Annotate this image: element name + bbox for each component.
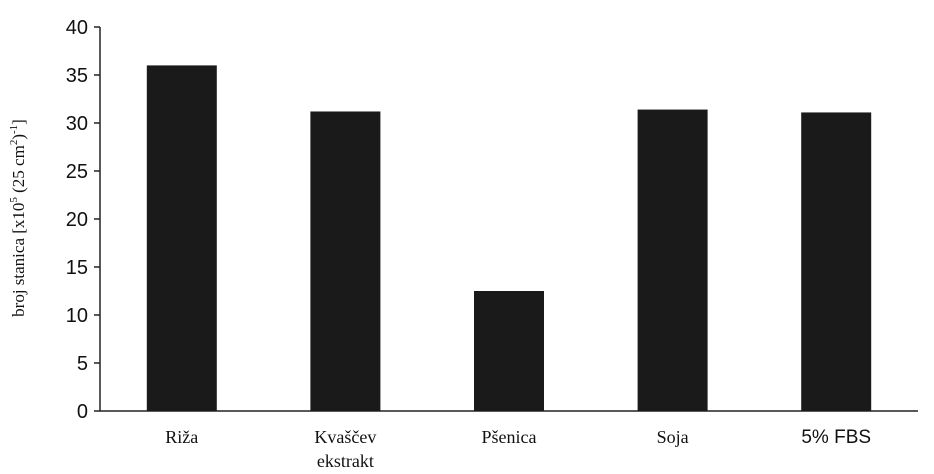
bar [801, 112, 872, 411]
y-tick-label: 40 [66, 17, 88, 39]
bars [146, 65, 872, 412]
x-category-label: 5% FBS [801, 427, 871, 448]
y-tick-label: 10 [66, 305, 88, 327]
x-category-label: Kvaščev ekstrakt [314, 427, 376, 471]
bar [637, 109, 708, 411]
bar [146, 65, 217, 412]
bar [310, 111, 381, 411]
y-tick-label: 35 [66, 65, 88, 87]
y-tick-label: 25 [66, 161, 88, 183]
y-tick-label: 30 [66, 113, 88, 135]
x-category-label: Soja [657, 427, 689, 447]
x-category-label: Riža [165, 427, 198, 447]
x-category-label: Pšenica [482, 427, 537, 447]
y-tick-label: 5 [77, 353, 88, 375]
y-axis-ticks: 0 5 10 15 20 25 30 35 40 [66, 17, 100, 423]
y-tick-label: 20 [66, 209, 88, 231]
y-tick-label: 0 [77, 401, 88, 423]
y-tick-label: 15 [66, 257, 88, 279]
x-axis-labels: Riža Kvaščev ekstrakt Pšenica Soja 5% FBS [165, 427, 871, 471]
y-axis-label: broj stanica [x105 (25 cm2)-1] [8, 119, 28, 317]
bar [474, 291, 544, 411]
